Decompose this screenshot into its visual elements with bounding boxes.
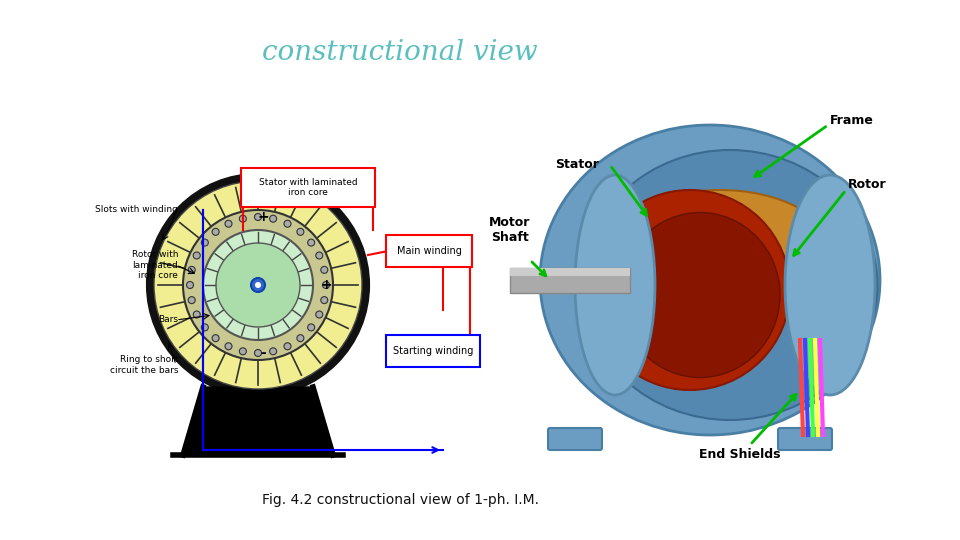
Circle shape bbox=[225, 343, 232, 350]
Ellipse shape bbox=[183, 210, 333, 360]
Text: Slots with winding: Slots with winding bbox=[95, 206, 178, 214]
Circle shape bbox=[284, 220, 291, 227]
Ellipse shape bbox=[216, 243, 300, 327]
Circle shape bbox=[239, 348, 247, 355]
Ellipse shape bbox=[583, 150, 877, 420]
Circle shape bbox=[321, 266, 327, 273]
Text: Stator with laminated
iron core: Stator with laminated iron core bbox=[258, 178, 357, 197]
Circle shape bbox=[188, 296, 195, 303]
Ellipse shape bbox=[154, 181, 362, 389]
Circle shape bbox=[323, 281, 329, 288]
Circle shape bbox=[212, 335, 219, 342]
Ellipse shape bbox=[590, 190, 790, 390]
Text: Frame: Frame bbox=[830, 113, 874, 126]
Text: End Shields: End Shields bbox=[699, 449, 780, 462]
Circle shape bbox=[255, 282, 261, 288]
FancyBboxPatch shape bbox=[386, 235, 472, 267]
Text: Rotor: Rotor bbox=[848, 179, 887, 192]
Circle shape bbox=[284, 343, 291, 350]
Text: Fig. 4.2 constructional view of 1-ph. I.M.: Fig. 4.2 constructional view of 1-ph. I.… bbox=[261, 493, 539, 507]
Ellipse shape bbox=[148, 175, 368, 395]
Ellipse shape bbox=[610, 190, 830, 310]
Circle shape bbox=[186, 281, 194, 288]
FancyBboxPatch shape bbox=[510, 268, 630, 276]
Circle shape bbox=[321, 296, 327, 303]
Polygon shape bbox=[183, 387, 333, 455]
Text: constructional view: constructional view bbox=[262, 38, 538, 65]
Text: Rotor with
laminated
iron core: Rotor with laminated iron core bbox=[132, 250, 178, 280]
Ellipse shape bbox=[620, 213, 780, 377]
Circle shape bbox=[254, 349, 261, 356]
Circle shape bbox=[297, 335, 304, 342]
Text: -: - bbox=[260, 346, 266, 360]
FancyBboxPatch shape bbox=[510, 268, 630, 293]
FancyBboxPatch shape bbox=[778, 428, 832, 450]
Circle shape bbox=[251, 278, 265, 292]
Ellipse shape bbox=[154, 181, 362, 389]
FancyBboxPatch shape bbox=[386, 335, 480, 367]
Circle shape bbox=[254, 213, 261, 220]
Circle shape bbox=[270, 215, 276, 222]
Circle shape bbox=[202, 324, 208, 331]
Text: +: + bbox=[321, 278, 332, 292]
Circle shape bbox=[202, 239, 208, 246]
Text: Main winding: Main winding bbox=[396, 246, 462, 256]
Circle shape bbox=[212, 228, 219, 235]
Ellipse shape bbox=[575, 175, 655, 395]
Circle shape bbox=[239, 215, 247, 222]
Circle shape bbox=[316, 311, 323, 318]
Text: Ring to short
circuit the bars: Ring to short circuit the bars bbox=[109, 355, 178, 375]
Circle shape bbox=[307, 239, 315, 246]
Circle shape bbox=[193, 252, 201, 259]
Circle shape bbox=[193, 311, 201, 318]
FancyBboxPatch shape bbox=[548, 428, 602, 450]
Text: Motor
Shaft: Motor Shaft bbox=[490, 216, 531, 244]
FancyBboxPatch shape bbox=[241, 168, 375, 207]
Circle shape bbox=[297, 228, 304, 235]
Circle shape bbox=[270, 348, 276, 355]
Text: Stator: Stator bbox=[555, 159, 599, 172]
Circle shape bbox=[188, 266, 195, 273]
Ellipse shape bbox=[540, 125, 880, 435]
Text: Bars: Bars bbox=[158, 315, 178, 325]
Circle shape bbox=[307, 324, 315, 331]
Ellipse shape bbox=[203, 230, 313, 340]
Text: Starting winding: Starting winding bbox=[393, 346, 473, 356]
Ellipse shape bbox=[785, 175, 875, 395]
Ellipse shape bbox=[203, 230, 313, 340]
Circle shape bbox=[316, 252, 323, 259]
Circle shape bbox=[225, 220, 232, 227]
Text: +: + bbox=[257, 210, 269, 224]
